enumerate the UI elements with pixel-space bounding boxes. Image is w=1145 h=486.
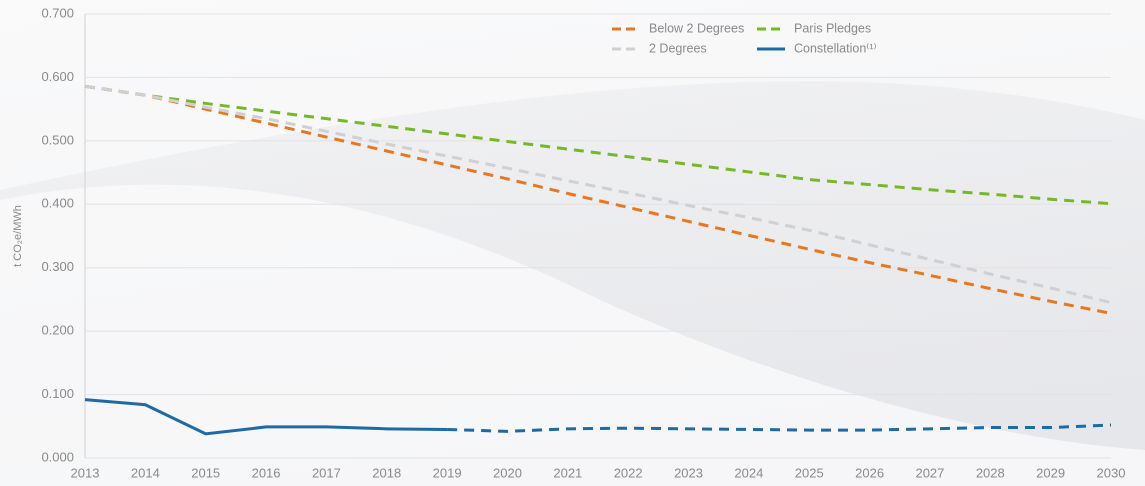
x-tick-label: 2024 — [734, 465, 763, 480]
x-tick-label: 2020 — [493, 465, 522, 480]
x-tick-label: 2026 — [855, 465, 884, 480]
line-series — [84, 84, 1112, 305]
y-tick-label: 0.000 — [41, 449, 74, 464]
y-tick-label: 0.200 — [41, 323, 74, 338]
legend-label: Below 2 Degrees — [649, 21, 744, 35]
legend-label: Paris Pledges — [794, 21, 871, 35]
background-swoosh — [0, 184, 1145, 486]
x-tick-label: 2017 — [312, 465, 341, 480]
y-tick-label: 0.500 — [41, 132, 74, 147]
x-tick-label: 2019 — [433, 465, 462, 480]
x-tick-label: 2028 — [976, 465, 1005, 480]
x-tick-label: 2027 — [915, 465, 944, 480]
x-tick-label: 2029 — [1036, 465, 1065, 480]
line-series — [447, 423, 1112, 433]
x-tick-label: 2016 — [252, 465, 281, 480]
legend-label: Constellation⁽¹⁾ — [794, 41, 877, 55]
x-tick-label: 2025 — [795, 465, 824, 480]
y-tick-label: 0.100 — [41, 386, 74, 401]
y-tick-label: 0.700 — [41, 5, 74, 20]
x-tick-label: 2022 — [614, 465, 643, 480]
x-tick-label: 2021 — [553, 465, 582, 480]
legend-label: 2 Degrees — [649, 41, 707, 55]
x-tick-label: 2030 — [1097, 465, 1126, 480]
y-axis-label: t CO₂e/MWh — [12, 205, 24, 267]
line-series — [84, 84, 1112, 315]
x-tick-label: 2018 — [372, 465, 401, 480]
x-tick-label: 2013 — [71, 465, 100, 480]
y-tick-label: 0.600 — [41, 69, 74, 84]
line-series — [84, 398, 448, 436]
x-tick-label: 2023 — [674, 465, 703, 480]
background-swoosh — [0, 0, 1145, 190]
y-tick-label: 0.400 — [41, 196, 74, 211]
y-tick-label: 0.300 — [41, 259, 74, 274]
line-series — [84, 84, 1112, 206]
x-tick-label: 2014 — [131, 465, 160, 480]
x-tick-label: 2015 — [191, 465, 220, 480]
